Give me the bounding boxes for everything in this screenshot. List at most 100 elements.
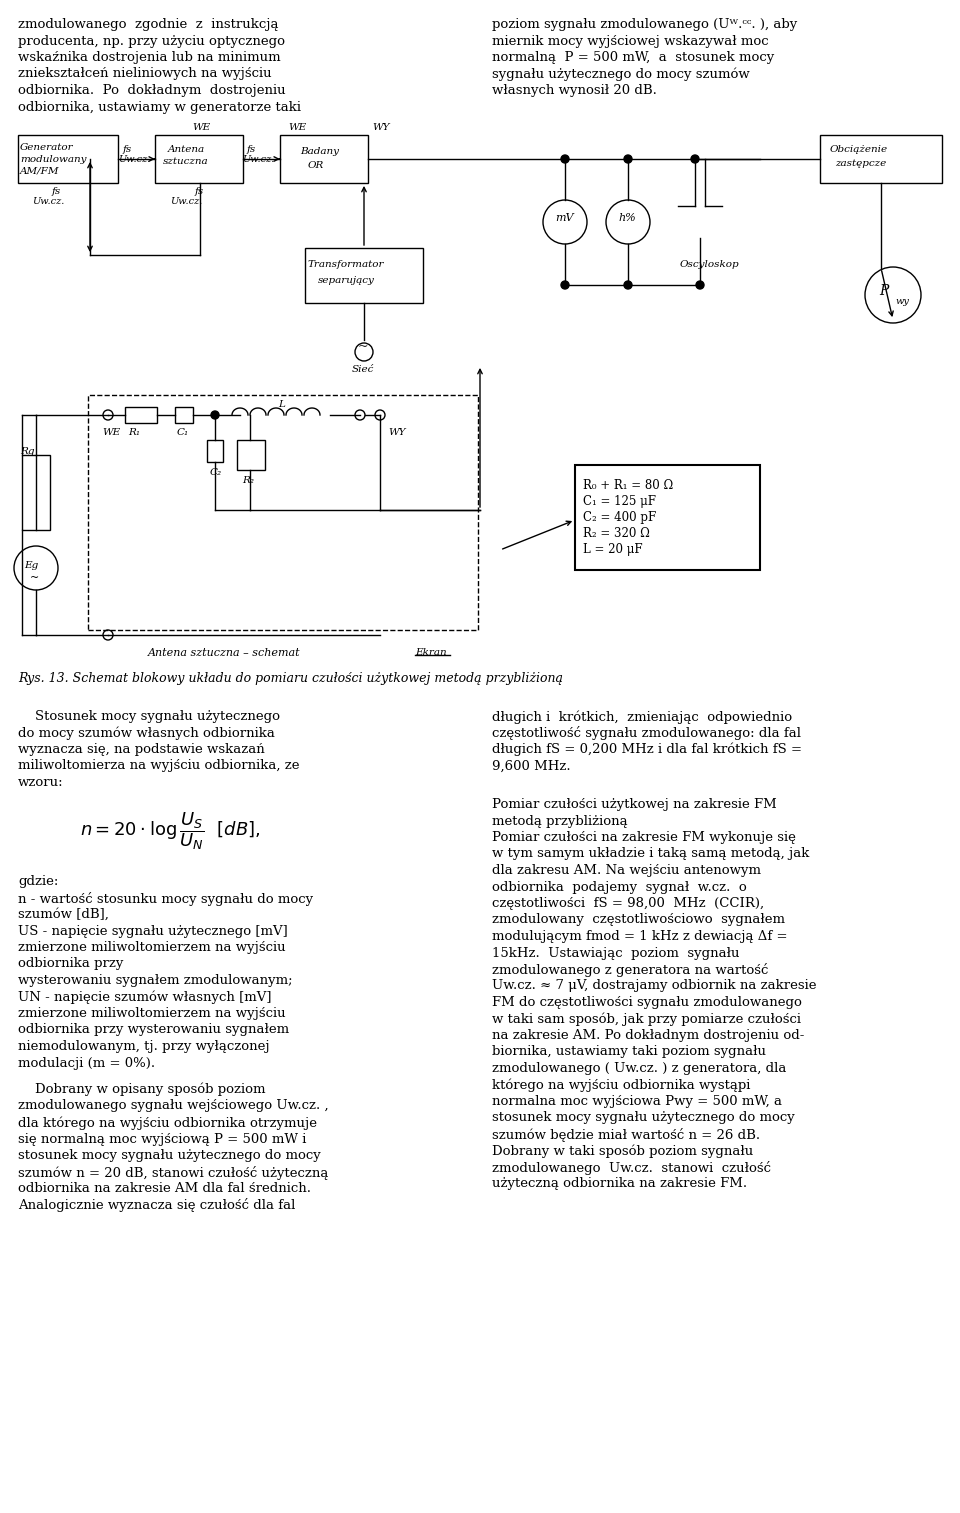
- Text: P: P: [879, 284, 888, 298]
- Text: odbiornika, ustawiamy w generatorze taki: odbiornika, ustawiamy w generatorze taki: [18, 100, 301, 113]
- Text: WE: WE: [288, 123, 306, 132]
- Text: częstotliwość sygnału zmodulowanego: dla fal: częstotliwość sygnału zmodulowanego: dla…: [492, 726, 801, 740]
- Circle shape: [696, 281, 704, 289]
- Bar: [88, 395, 478, 629]
- Text: Dobrany w taki sposób poziom sygnału: Dobrany w taki sposób poziom sygnału: [492, 1144, 754, 1157]
- Text: długich i  krótkich,  zmieniając  odpowiednio: długich i krótkich, zmieniając odpowiedn…: [492, 710, 792, 723]
- Text: sygnału użytecznego do mocy szumów: sygnału użytecznego do mocy szumów: [492, 68, 750, 82]
- Text: w taki sam sposób, jak przy pomiarze czułości: w taki sam sposób, jak przy pomiarze czu…: [492, 1012, 801, 1026]
- Text: odbiornika przy wysterowaniu sygnałem: odbiornika przy wysterowaniu sygnałem: [18, 1023, 289, 1036]
- Text: stosunek mocy sygnału użytecznego do mocy: stosunek mocy sygnału użytecznego do moc…: [18, 1148, 321, 1162]
- Text: 15kHz.  Ustawiając  poziom  sygnału: 15kHz. Ustawiając poziom sygnału: [492, 947, 739, 959]
- Circle shape: [561, 154, 569, 163]
- Text: R₂: R₂: [242, 477, 254, 486]
- Text: modulującym fmod = 1 kHz z dewiacją Δf =: modulującym fmod = 1 kHz z dewiacją Δf =: [492, 930, 787, 943]
- Text: US - napięcie sygnału użytecznego [mV]: US - napięcie sygnału użytecznego [mV]: [18, 924, 288, 938]
- Text: metodą przybliżioną: metodą przybliżioną: [492, 814, 628, 828]
- Text: miernik mocy wyjściowej wskazywał moc: miernik mocy wyjściowej wskazywał moc: [492, 35, 769, 47]
- Circle shape: [211, 412, 219, 419]
- Text: wzoru:: wzoru:: [18, 776, 63, 788]
- Text: OR: OR: [308, 160, 324, 169]
- Text: modulowany: modulowany: [20, 154, 86, 163]
- Text: do mocy szumów własnych odbiornika: do mocy szumów własnych odbiornika: [18, 726, 275, 740]
- Text: Oscyloskop: Oscyloskop: [680, 260, 739, 269]
- Text: Pomiar czułości na zakresie FM wykonuje się: Pomiar czułości na zakresie FM wykonuje …: [492, 831, 796, 844]
- Text: poziom sygnału zmodulowanego (Uᵂ.ᶜᶜ. ), aby: poziom sygnału zmodulowanego (Uᵂ.ᶜᶜ. ), …: [492, 18, 797, 30]
- Circle shape: [691, 154, 699, 163]
- Bar: [155, 135, 243, 183]
- Text: zastępcze: zastępcze: [835, 159, 886, 168]
- Bar: [18, 135, 118, 183]
- Text: własnych wynosił 20 dB.: własnych wynosił 20 dB.: [492, 85, 657, 97]
- Bar: [575, 464, 760, 570]
- Text: zmodulowany  częstotliwościowo  sygnałem: zmodulowany częstotliwościowo sygnałem: [492, 914, 785, 926]
- Text: ~: ~: [30, 573, 39, 583]
- Text: odbiornika.  Po  dokładnym  dostrojeniu: odbiornika. Po dokładnym dostrojeniu: [18, 85, 286, 97]
- Text: $n = 20 \cdot \log\dfrac{U_{S}}{U_{N}}\ \ [dB],$: $n = 20 \cdot \log\dfrac{U_{S}}{U_{N}}\ …: [80, 809, 260, 852]
- Text: niemodulowanym, tj. przy wyłączonej: niemodulowanym, tj. przy wyłączonej: [18, 1039, 270, 1053]
- Circle shape: [561, 281, 569, 289]
- Text: w tym samym układzie i taką samą metodą, jak: w tym samym układzie i taką samą metodą,…: [492, 847, 809, 861]
- Text: Eg: Eg: [24, 561, 38, 570]
- Text: na zakresie AM. Po dokładnym dostrojeniu od-: na zakresie AM. Po dokładnym dostrojeniu…: [492, 1029, 804, 1042]
- Text: Ekran: Ekran: [415, 648, 446, 657]
- Text: Rg: Rg: [20, 446, 35, 455]
- Text: fs: fs: [247, 145, 256, 154]
- Text: dla zakresu AM. Na wejściu antenowym: dla zakresu AM. Na wejściu antenowym: [492, 864, 761, 878]
- Text: WY: WY: [372, 123, 390, 132]
- Bar: [237, 440, 265, 471]
- Text: FM do częstotliwości sygnału zmodulowanego: FM do częstotliwości sygnału zmodulowane…: [492, 996, 802, 1009]
- Text: R₀ + R₁ = 80 Ω: R₀ + R₁ = 80 Ω: [583, 480, 673, 492]
- Text: ~: ~: [358, 340, 369, 353]
- Text: modulacji (m = 0%).: modulacji (m = 0%).: [18, 1056, 156, 1070]
- Text: L = 20 μF: L = 20 μF: [583, 543, 642, 555]
- Text: Obciążenie: Obciążenie: [830, 145, 888, 154]
- Bar: [207, 440, 223, 461]
- Text: Uw.cz.: Uw.cz.: [242, 154, 275, 163]
- Text: WE: WE: [102, 428, 120, 437]
- Text: 9,600 MHz.: 9,600 MHz.: [492, 760, 570, 773]
- Text: normalna moc wyjściowa Pwy = 500 mW, a: normalna moc wyjściowa Pwy = 500 mW, a: [492, 1095, 782, 1108]
- Text: n - wartość stosunku mocy sygnału do mocy: n - wartość stosunku mocy sygnału do moc…: [18, 891, 313, 905]
- Text: normalną  P = 500 mW,  a  stosunek mocy: normalną P = 500 mW, a stosunek mocy: [492, 51, 775, 64]
- Text: użyteczną odbiornika na zakresie FM.: użyteczną odbiornika na zakresie FM.: [492, 1177, 747, 1191]
- Text: Antena: Antena: [168, 145, 205, 154]
- Text: AM/FM: AM/FM: [20, 166, 60, 176]
- Text: C₂: C₂: [210, 468, 222, 477]
- Text: L: L: [278, 399, 285, 409]
- Text: zmodulowanego z generatora na wartość: zmodulowanego z generatora na wartość: [492, 962, 768, 977]
- Text: dla którego na wyjściu odbiornika otrzymuje: dla którego na wyjściu odbiornika otrzym…: [18, 1117, 317, 1130]
- Text: zmodulowanego sygnału wejściowego Uw.cz. ,: zmodulowanego sygnału wejściowego Uw.cz.…: [18, 1100, 328, 1112]
- Text: zmodulowanego  zgodnie  z  instrukcją: zmodulowanego zgodnie z instrukcją: [18, 18, 278, 30]
- Text: Pomiar czułości użytkowej na zakresie FM: Pomiar czułości użytkowej na zakresie FM: [492, 797, 777, 811]
- Text: szumów [dB],: szumów [dB],: [18, 908, 108, 921]
- Text: odbiornika  podajemy  sygnał  w.cz.  o: odbiornika podajemy sygnał w.cz. o: [492, 881, 747, 894]
- Bar: [125, 407, 157, 424]
- Text: Transformator: Transformator: [308, 260, 385, 269]
- Bar: [22, 455, 50, 530]
- Text: szumów n = 20 dB, stanowi czułość użyteczną: szumów n = 20 dB, stanowi czułość użytec…: [18, 1165, 328, 1180]
- Text: miliwoltomierza na wyjściu odbiornika, ze: miliwoltomierza na wyjściu odbiornika, z…: [18, 760, 300, 773]
- Text: odbiornika przy: odbiornika przy: [18, 958, 124, 970]
- Bar: [820, 135, 942, 183]
- Text: długich fS = 0,200 MHz i dla fal krótkich fS =: długich fS = 0,200 MHz i dla fal krótkic…: [492, 743, 802, 756]
- Text: zmierzone miliwoltomierzem na wyjściu: zmierzone miliwoltomierzem na wyjściu: [18, 1008, 286, 1020]
- Text: Sieć: Sieć: [352, 365, 374, 374]
- Circle shape: [624, 281, 632, 289]
- Text: Badany: Badany: [300, 147, 339, 156]
- Text: którego na wyjściu odbiornika wystąpi: którego na wyjściu odbiornika wystąpi: [492, 1079, 751, 1092]
- Text: Uw.cz.: Uw.cz.: [32, 197, 64, 206]
- Bar: [305, 248, 423, 303]
- Text: C₂ = 400 pF: C₂ = 400 pF: [583, 511, 657, 523]
- Bar: [175, 407, 193, 424]
- Text: WE: WE: [192, 123, 210, 132]
- Text: producenta, np. przy użyciu optycznego: producenta, np. przy użyciu optycznego: [18, 35, 285, 47]
- Text: C₁ = 125 μF: C₁ = 125 μF: [583, 495, 656, 508]
- Text: wy: wy: [895, 297, 909, 306]
- Text: wysterowaniu sygnałem zmodulowanym;: wysterowaniu sygnałem zmodulowanym;: [18, 974, 293, 986]
- Text: h%: h%: [618, 213, 636, 222]
- Text: stosunek mocy sygnału użytecznego do mocy: stosunek mocy sygnału użytecznego do moc…: [492, 1112, 795, 1124]
- Text: Antena sztuczna – schemat: Antena sztuczna – schemat: [148, 648, 300, 658]
- Text: UN - napięcie szumów własnych [mV]: UN - napięcie szumów własnych [mV]: [18, 991, 272, 1005]
- Text: odbiornika na zakresie AM dla fal średnich.: odbiornika na zakresie AM dla fal średni…: [18, 1182, 311, 1195]
